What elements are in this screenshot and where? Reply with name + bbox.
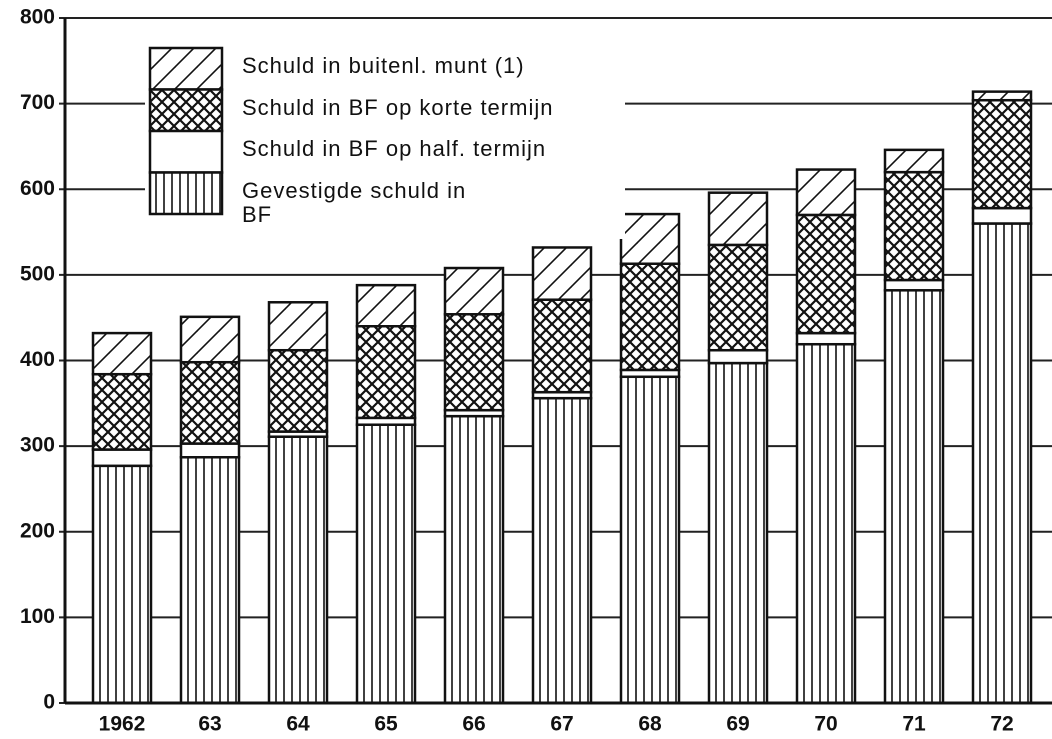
bar-segment	[883, 170, 945, 282]
legend-background	[145, 43, 625, 239]
bar-segment	[971, 90, 1033, 102]
bar-segment	[707, 361, 769, 705]
bar-segment	[91, 372, 153, 451]
bar-segment	[91, 448, 153, 468]
legend-label: Schuld in buitenl. munt (1)	[242, 54, 525, 78]
bar-segment	[91, 331, 153, 376]
bar-segment	[883, 148, 945, 174]
x-tick-label: 70	[814, 713, 837, 736]
legend-entry: Schuld in BF op half. termijn	[242, 137, 547, 161]
legend-entry: Schuld in BF op korte termijn	[242, 95, 554, 120]
bar-segment	[883, 289, 945, 705]
legend-swatch	[148, 88, 224, 133]
y-tick-label: 400	[20, 348, 55, 371]
bar-segment	[707, 348, 769, 365]
x-tick-label: 69	[726, 713, 749, 736]
x-tick-label: 68	[638, 713, 662, 736]
bar-segment	[355, 283, 417, 328]
bar-segment	[267, 348, 329, 433]
bar-segment	[443, 414, 505, 705]
legend-swatch	[148, 129, 224, 174]
x-tick-label: 67	[550, 713, 573, 736]
legend-label: Gevestigde schuld in BF	[242, 178, 467, 227]
bar-segment	[531, 298, 593, 394]
bar-segment	[179, 315, 241, 364]
bar-segment	[971, 222, 1033, 705]
bar-segment	[531, 396, 593, 705]
bar-segment	[179, 360, 241, 445]
y-tick-label: 800	[20, 6, 55, 29]
bar-segment	[795, 168, 857, 217]
bar-segment	[883, 278, 945, 292]
y-tick-label: 0	[43, 691, 55, 714]
y-tick-label: 100	[20, 605, 55, 628]
bar-segment	[619, 262, 681, 372]
bar-segment	[355, 423, 417, 705]
legend-entry: Schuld in buitenl. munt (1)	[242, 54, 525, 78]
bar-segment	[443, 313, 505, 412]
bar-segment	[531, 246, 593, 301]
legend-label: Schuld in BF op half. termijn	[242, 137, 547, 161]
x-tick-label: 63	[198, 713, 221, 736]
bar-segment	[443, 266, 505, 316]
bar-segment	[971, 98, 1033, 210]
bar-segment	[267, 301, 329, 352]
legend-swatch	[148, 46, 224, 91]
x-tick-label: 72	[990, 713, 1013, 736]
bar-segment	[971, 206, 1033, 225]
y-tick-label: 500	[20, 262, 55, 285]
y-tick-label: 600	[20, 177, 55, 200]
legend-entry: Gevestigde schuld in BF	[242, 178, 467, 227]
bar-segment	[179, 456, 241, 705]
x-tick-label: 64	[286, 713, 310, 736]
legend-swatch	[148, 171, 224, 216]
bar-segment	[795, 331, 857, 346]
bar-segment	[267, 435, 329, 705]
bar-segment	[355, 325, 417, 420]
legend-label: Schuld in BF op korte termijn	[242, 95, 554, 120]
y-tick-label: 700	[20, 91, 55, 114]
bar-segment	[707, 243, 769, 352]
x-tick-label: 65	[374, 713, 398, 736]
x-tick-label: 66	[462, 713, 485, 736]
y-tick-label: 300	[20, 434, 55, 457]
y-tick-label: 200	[20, 519, 55, 542]
bar-segment	[619, 375, 681, 705]
bar-segment	[795, 213, 857, 335]
x-tick-label: 71	[902, 713, 926, 736]
bar-segment	[707, 191, 769, 247]
bar-segment	[179, 442, 241, 459]
x-tick-label: 1962	[99, 713, 146, 736]
bar-segment	[91, 464, 153, 705]
bar-segment	[795, 342, 857, 705]
